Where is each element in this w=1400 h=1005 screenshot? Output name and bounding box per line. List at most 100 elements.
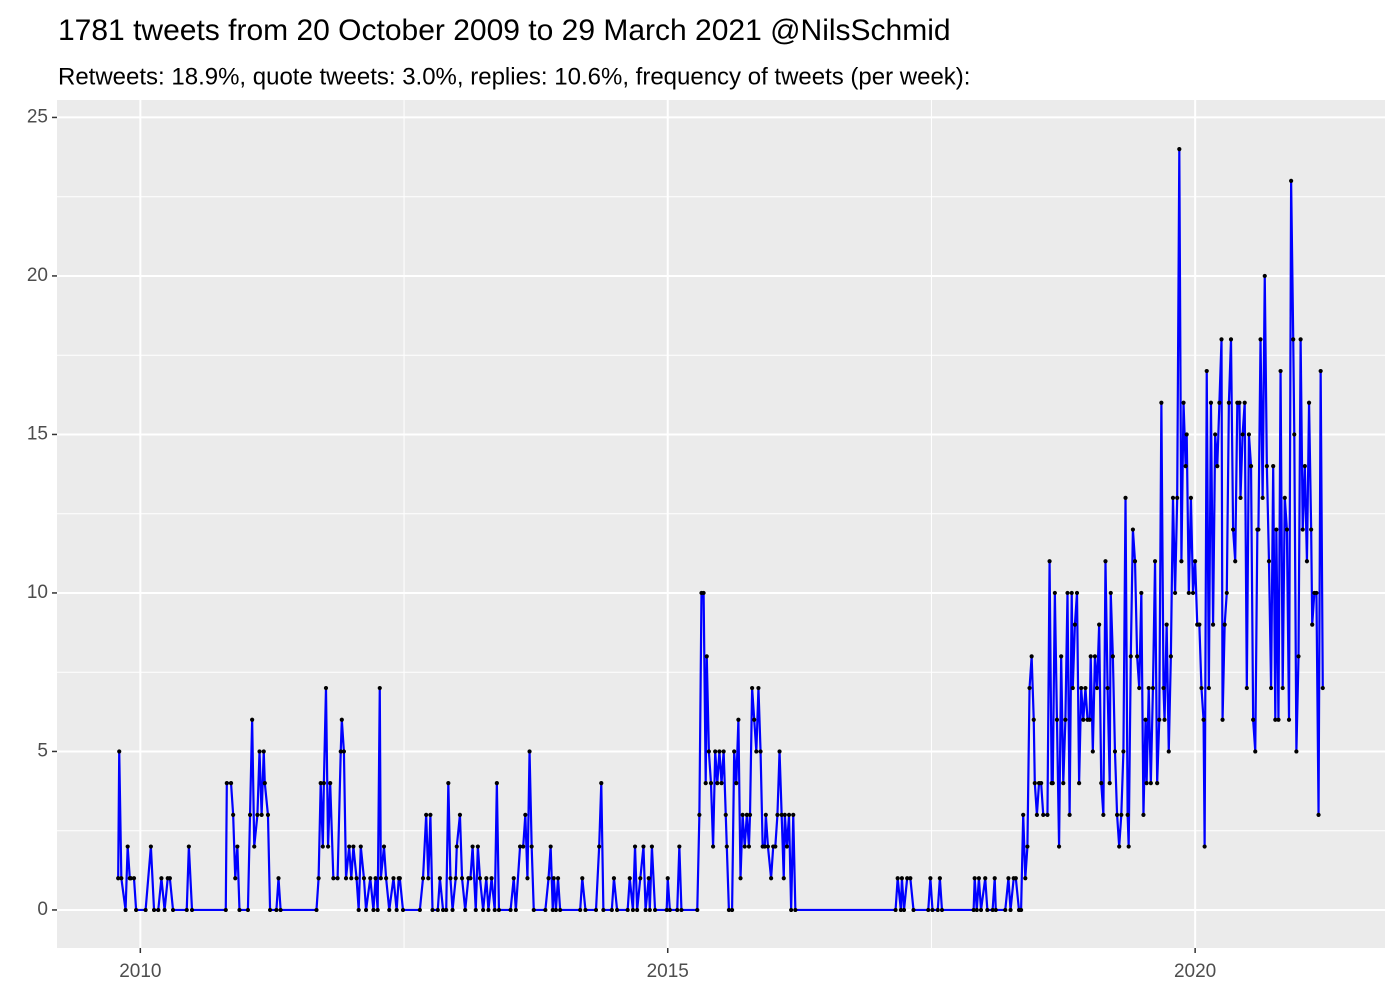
data-point xyxy=(339,717,344,722)
data-point xyxy=(521,844,526,849)
data-point xyxy=(1159,400,1164,405)
data-point xyxy=(974,907,979,913)
data-point xyxy=(1231,527,1236,532)
data-point xyxy=(1316,812,1321,817)
data-point xyxy=(373,876,378,881)
chart-title: 1781 tweets from 20 October 2009 to 29 M… xyxy=(58,14,951,47)
data-point xyxy=(387,907,392,913)
data-point xyxy=(1059,654,1064,659)
data-point xyxy=(635,907,640,913)
data-point xyxy=(1197,622,1202,627)
data-point xyxy=(328,781,333,786)
data-point xyxy=(1039,781,1044,786)
data-point xyxy=(481,907,486,913)
data-point xyxy=(1304,559,1310,564)
data-point xyxy=(363,907,369,913)
data-point xyxy=(1215,464,1220,469)
data-point xyxy=(649,844,655,849)
data-point xyxy=(117,749,122,754)
data-point xyxy=(793,907,798,913)
data-point xyxy=(1228,337,1234,342)
data-point xyxy=(744,812,749,817)
data-point xyxy=(746,844,752,849)
data-point xyxy=(1274,527,1279,532)
data-point xyxy=(990,907,995,913)
data-point xyxy=(1238,495,1243,500)
data-point xyxy=(1088,654,1093,659)
data-point xyxy=(417,907,422,913)
data-point xyxy=(184,907,189,913)
data-point xyxy=(1172,590,1178,596)
data-point xyxy=(715,781,720,786)
data-point xyxy=(1146,685,1151,691)
data-point xyxy=(274,907,279,913)
data-point xyxy=(468,876,473,881)
data-point xyxy=(719,781,724,786)
data-point xyxy=(993,907,998,913)
x-tick-label: 2010 xyxy=(119,961,161,982)
data-point xyxy=(985,907,990,913)
data-point xyxy=(430,907,435,913)
data-point xyxy=(697,812,702,817)
data-point xyxy=(937,876,942,881)
data-point xyxy=(1025,844,1030,849)
data-point xyxy=(895,876,900,881)
plot-panel xyxy=(57,100,1385,948)
data-point xyxy=(695,907,700,913)
data-point xyxy=(338,749,343,754)
data-point xyxy=(583,907,588,913)
data-point xyxy=(911,907,916,913)
data-point xyxy=(1256,527,1261,532)
data-point xyxy=(391,876,396,881)
data-point xyxy=(252,844,257,849)
data-point xyxy=(901,907,907,913)
data-point xyxy=(475,844,480,849)
data-point xyxy=(1292,432,1297,437)
x-tick-label: 2015 xyxy=(647,961,689,982)
data-point xyxy=(763,812,768,817)
data-point xyxy=(1141,812,1146,817)
data-point xyxy=(351,844,356,849)
data-point xyxy=(1061,781,1066,786)
data-point xyxy=(905,876,910,881)
data-point xyxy=(349,876,354,881)
data-point xyxy=(527,749,532,754)
data-point xyxy=(1291,337,1296,342)
data-point xyxy=(278,907,283,913)
data-point xyxy=(426,876,431,881)
data-point xyxy=(1213,432,1218,437)
data-point xyxy=(1273,717,1278,722)
data-point xyxy=(361,876,367,881)
data-point xyxy=(1092,654,1098,659)
data-point xyxy=(1271,464,1276,469)
data-point xyxy=(724,844,729,849)
data-point xyxy=(1013,876,1018,881)
data-point xyxy=(508,907,513,913)
data-point xyxy=(1083,685,1088,691)
data-point xyxy=(1188,495,1194,500)
data-point xyxy=(643,907,648,913)
data-point xyxy=(531,907,536,913)
data-point xyxy=(1276,717,1281,722)
data-point xyxy=(1148,781,1153,786)
data-point xyxy=(972,876,977,881)
data-point xyxy=(593,907,599,913)
data-point xyxy=(1204,368,1209,374)
data-point xyxy=(513,907,518,913)
data-point xyxy=(316,876,321,881)
data-point xyxy=(233,876,238,881)
data-point xyxy=(235,844,240,849)
data-point xyxy=(1175,495,1180,500)
data-point xyxy=(775,812,780,817)
data-point xyxy=(276,876,281,881)
data-point xyxy=(701,590,706,596)
data-point xyxy=(1298,337,1303,342)
data-point xyxy=(630,907,636,913)
data-point xyxy=(1101,812,1106,817)
data-point xyxy=(123,907,128,913)
data-point xyxy=(1143,717,1148,722)
data-point xyxy=(1186,590,1191,596)
data-point xyxy=(578,907,583,913)
data-point xyxy=(1264,464,1269,469)
data-point xyxy=(926,907,931,913)
